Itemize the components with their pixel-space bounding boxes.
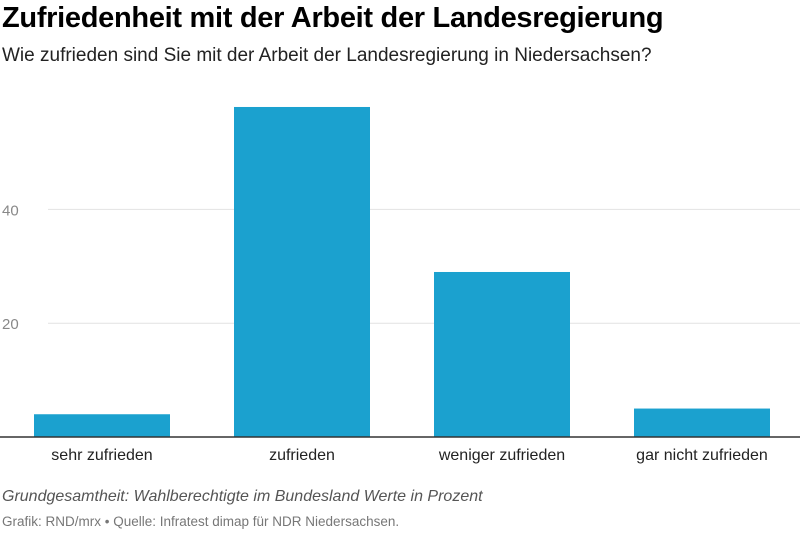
x-tick-label: sehr zufrieden (51, 447, 152, 464)
bar-2 (434, 271, 570, 437)
chart-title: Zufriedenheit mit der Arbeit der Landesr… (2, 2, 664, 34)
bar-3 (634, 408, 770, 437)
y-tick-label: 40 (2, 202, 19, 219)
x-tick-label: zufrieden (269, 447, 335, 464)
bars (34, 106, 770, 437)
bar-1 (234, 106, 370, 437)
chart-footnote: Grundgesamtheit: Wahlberechtigte im Bund… (2, 488, 483, 505)
x-tick-label: weniger zufrieden (438, 447, 565, 464)
y-tick-label: 20 (2, 316, 19, 333)
x-tick-label: gar nicht zufrieden (636, 447, 768, 464)
chart-subtitle: Wie zufrieden sind Sie mit der Arbeit de… (2, 45, 652, 66)
bar-0 (34, 414, 170, 437)
chart-source: Grafik: RND/mrx • Quelle: Infratest dima… (2, 514, 400, 529)
category-labels: sehr zufrieden zufrieden weniger zufrieden… (51, 447, 768, 464)
